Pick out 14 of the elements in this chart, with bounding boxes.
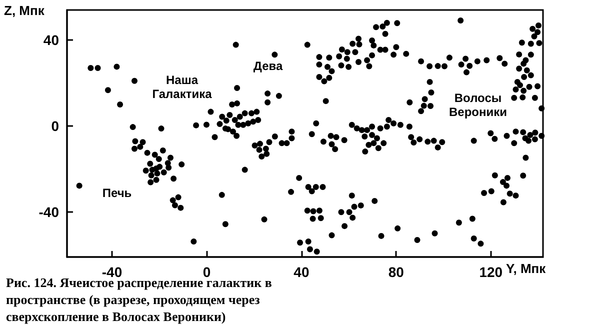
x-tick-label: -40 [102, 264, 122, 280]
y-tick-label: 40 [43, 32, 60, 48]
x-tick-label: 0 [202, 264, 211, 280]
x-tick-label: 40 [294, 264, 310, 280]
annotation: Наша Галактика [152, 73, 212, 101]
y-tick-label: 0 [51, 118, 60, 134]
y-axis-title: Z, Мпк [4, 3, 45, 18]
annotation: Волосы Вероники [448, 91, 508, 119]
annotation: Печь [102, 186, 132, 200]
x-axis-title: Y, Мпк [506, 261, 546, 276]
x-tick-label: 80 [388, 264, 404, 280]
annotation: Дева [253, 59, 283, 73]
x-tick-label: 120 [479, 264, 503, 280]
y-tick-label: -40 [38, 204, 60, 220]
